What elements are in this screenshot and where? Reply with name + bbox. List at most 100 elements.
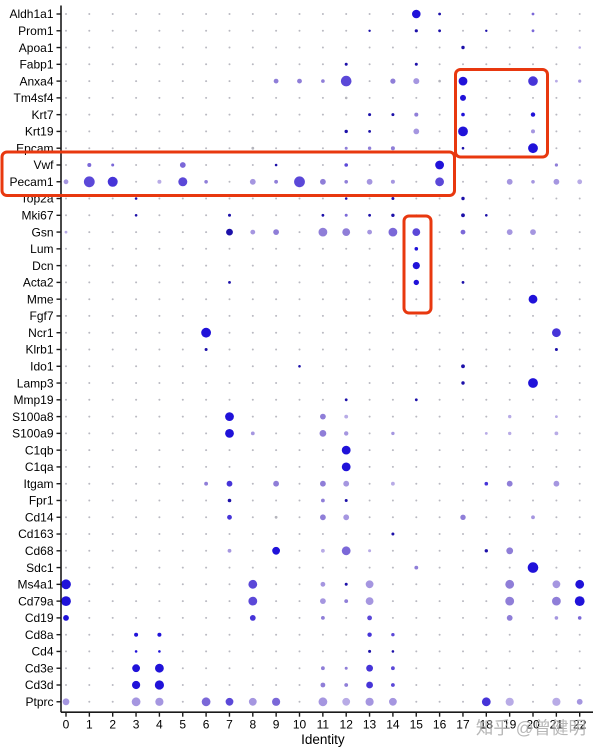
dot-S100a8-11: [320, 413, 326, 420]
dot-Cd14-4: [158, 516, 161, 519]
dot-Fgf7-5: [181, 314, 184, 317]
dot-Fgf7-19: [508, 314, 511, 317]
dot-Cd3e-6: [205, 667, 208, 670]
dot-Ptprc-10: [298, 700, 301, 703]
dot-Itgam-21: [553, 480, 560, 487]
dot-Tm4sf4-1: [88, 96, 91, 99]
dot-Prom1-9: [275, 29, 278, 32]
dot-Dcn-18: [485, 264, 488, 267]
dot-Cd79a-20: [532, 600, 534, 603]
dot-Cd163-1: [88, 533, 91, 535]
dot-Ido1-18: [485, 365, 488, 368]
dot-Mme-1: [88, 298, 91, 301]
dot-Dcn-2: [111, 264, 114, 267]
dot-Epcam-18: [485, 147, 488, 150]
dot-Cd3d-18: [485, 684, 488, 686]
y-axis-label-Cd19: Cd19: [25, 611, 54, 625]
dot-Acta2-13: [368, 281, 371, 284]
dot-Top2a-2: [111, 197, 114, 200]
dot-Mki67-1: [88, 214, 91, 217]
dot-Cd163-20: [532, 533, 534, 535]
dot-Cd79a-7: [228, 600, 231, 603]
dot-Cd3d-11: [320, 682, 326, 688]
y-axis-label-Fabp1: Fabp1: [19, 58, 53, 72]
dot-S100a8-6: [205, 415, 208, 418]
dot-C1qb-13: [368, 449, 371, 452]
dot-Mmp19-17: [462, 398, 464, 401]
dot-Cd79a-18: [485, 600, 488, 603]
dot-Top2a-12: [344, 197, 348, 200]
dot-Ms4a1-7: [228, 583, 231, 586]
dot-Fpr1-12: [344, 499, 348, 502]
dot-Cd8a-12: [345, 633, 348, 636]
dot-Cd68-0: [65, 549, 67, 552]
dot-Cd8a-20: [532, 633, 534, 636]
dot-Fgf7-3: [135, 314, 138, 317]
dot-S100a8-15: [415, 415, 418, 418]
dot-Cd79a-9: [275, 600, 278, 603]
dot-Ptprc-6: [201, 697, 211, 707]
y-axis-label-Ido1: Ido1: [30, 359, 54, 373]
dot-Cd4-0: [65, 650, 67, 653]
y-axis-label-Mmp19: Mmp19: [13, 393, 53, 407]
dot-C1qb-9: [275, 449, 278, 452]
dot-Cd8a-7: [228, 633, 231, 636]
dot-Top2a-20: [532, 197, 534, 200]
dot-Anxa4-3: [135, 80, 138, 83]
dot-Aldh1a1-12: [345, 13, 348, 15]
dot-Cd19-5: [181, 616, 184, 619]
dot-S100a9-5: [181, 432, 184, 435]
dot-Pecam1-3: [135, 180, 138, 183]
dot-Fabp1-8: [251, 63, 254, 66]
dot-Cd163-17: [462, 533, 464, 535]
dot-Ncr1-14: [391, 331, 394, 334]
dot-Cd3e-4: [155, 663, 164, 673]
dot-Sdc1-2: [111, 566, 114, 569]
dot-Cd4-13: [368, 649, 372, 653]
dot-Cd79a-2: [111, 600, 114, 603]
dot-Sdc1-22: [578, 566, 581, 569]
dot-Mki67-21: [555, 214, 558, 217]
dot-S100a9-16: [438, 432, 441, 435]
dot-Cd3d-2: [111, 684, 114, 686]
dot-Cd163-0: [65, 533, 67, 535]
dot-Mki67-4: [158, 214, 161, 217]
dot-Apoa1-22: [578, 46, 581, 49]
dot-Dcn-0: [65, 264, 67, 267]
dot-Cd79a-15: [415, 600, 418, 603]
dot-S100a9-0: [65, 432, 67, 435]
dot-Gsn-19: [506, 229, 513, 236]
dot-Fpr1-1: [88, 499, 91, 502]
dot-Top2a-10: [298, 197, 301, 200]
dot-Ncr1-12: [345, 331, 348, 334]
y-axis-label-Lum: Lum: [30, 242, 53, 256]
y-axis-label-Vwf: Vwf: [33, 158, 54, 172]
dot-C1qa-7: [228, 465, 231, 468]
dot-Cd8a-5: [181, 633, 184, 636]
dot-Itgam-16: [438, 482, 441, 485]
dot-Cd19-16: [438, 616, 441, 619]
dot-Cd3e-1: [88, 667, 91, 670]
dot-Lum-5: [181, 247, 184, 250]
dot-Cd8a-6: [205, 633, 208, 636]
dot-Gsn-16: [438, 231, 441, 234]
dot-Cd68-8: [251, 549, 254, 552]
dot-Apoa1-1: [88, 46, 91, 49]
dot-Dcn-20: [532, 264, 534, 267]
dot-Fabp1-7: [228, 63, 231, 66]
dot-Sdc1-10: [298, 566, 301, 569]
dot-Fabp1-2: [111, 63, 114, 66]
dot-Cd79a-16: [438, 600, 441, 603]
dot-Prom1-22: [578, 29, 581, 32]
dot-Lamp3-22: [578, 382, 581, 384]
dot-Mki67-10: [298, 214, 301, 217]
dot-Krt7-5: [181, 113, 184, 116]
dot-Krt7-8: [251, 113, 254, 116]
dot-Klrb1-3: [135, 348, 138, 351]
dot-C1qa-9: [275, 465, 278, 468]
dot-Mmp19-10: [298, 398, 301, 401]
dot-Mmp19-3: [135, 398, 138, 401]
dot-Sdc1-20: [527, 562, 539, 573]
dot-Gsn-12: [342, 228, 351, 237]
dot-Cd8a-10: [298, 633, 301, 636]
